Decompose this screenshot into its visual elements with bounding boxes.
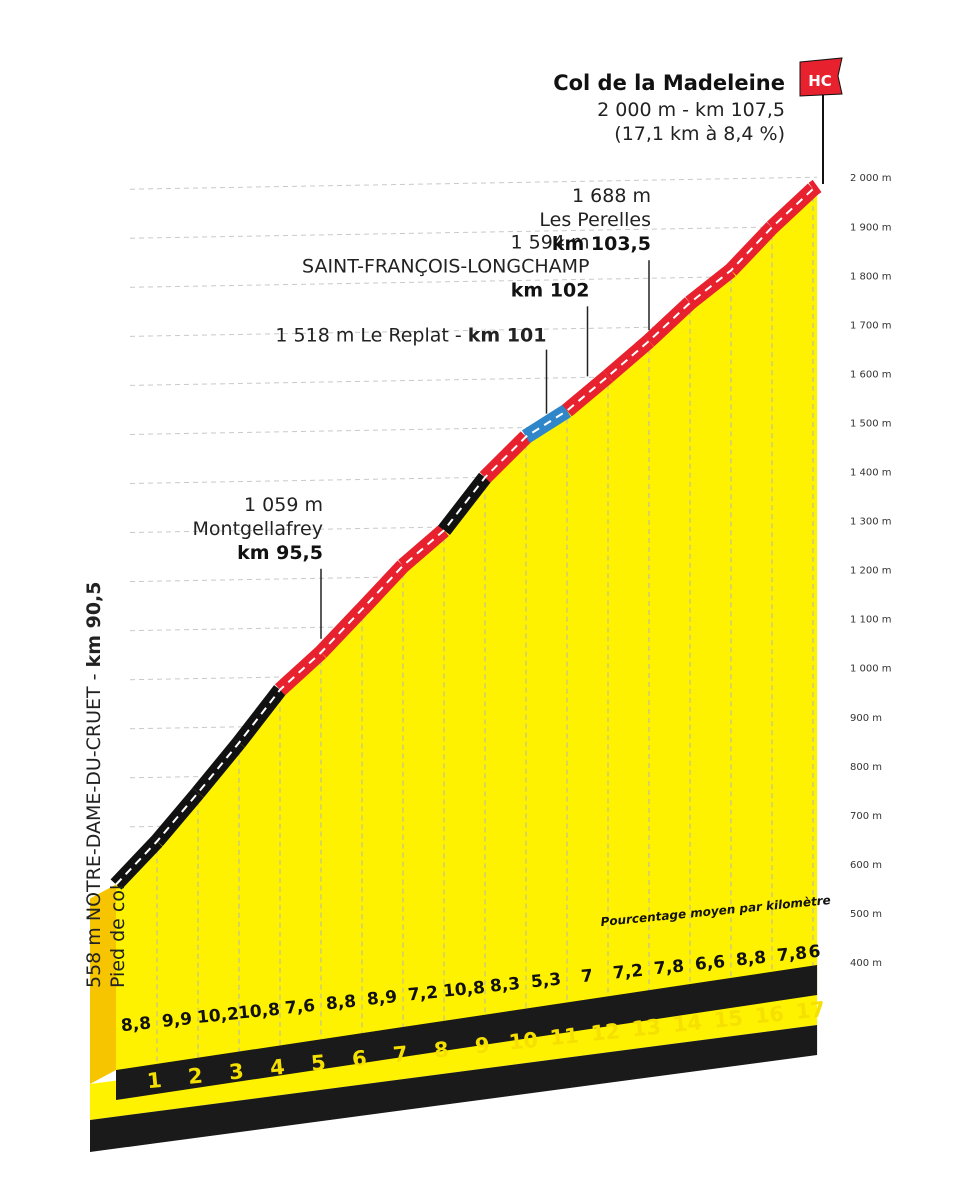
y-tick-label: 1 500 m <box>850 418 892 429</box>
gradient-label: 8,8 <box>735 948 767 971</box>
annotation-text: Les Perelles <box>539 209 651 231</box>
km-label: 3 <box>228 1059 245 1084</box>
gradient-label: 6 <box>808 942 822 963</box>
gradient-label: 7,2 <box>612 961 644 984</box>
summit-altitude-km: 2 000 m - km 107,5 <box>597 99 785 121</box>
annotation-km: km 103,5 <box>552 233 651 255</box>
category-flag: HC <box>799 57 843 184</box>
gridline <box>129 421 818 435</box>
y-tick-label: 1 300 m <box>850 517 892 528</box>
flag-icon <box>799 57 843 97</box>
km-label: 11 <box>549 1023 580 1050</box>
km-label: 9 <box>474 1033 491 1058</box>
gradient-label: 7 <box>580 966 594 987</box>
base-bands <box>90 965 818 1152</box>
gradient-label: 8,9 <box>366 987 398 1010</box>
km-label: 1 <box>146 1068 163 1093</box>
y-tick-label: 600 m <box>850 860 882 871</box>
gridline <box>129 225 818 239</box>
y-tick-label: 800 m <box>850 762 882 773</box>
y-tick-label: 1 200 m <box>850 566 892 577</box>
start-location: 558 m NOTRE-DAME-DU-CRUET - km 90,5 <box>83 582 105 989</box>
annotation-text: 1 059 m <box>244 494 323 516</box>
gradient-band <box>90 991 818 1120</box>
y-tick-label: 1 000 m <box>850 664 892 675</box>
kilometre-lines <box>156 196 814 1066</box>
start-location-text: 558 m NOTRE-DAME-DU-CRUET - <box>83 667 105 988</box>
gradient-label: 10,8 <box>237 1000 281 1024</box>
annotation-text: SAINT-FRANÇOIS-LONGCHAMP <box>302 255 589 277</box>
gridline <box>129 323 818 337</box>
gradient-label: 8,8 <box>325 992 357 1015</box>
y-tick-label: 1 900 m <box>850 222 892 233</box>
y-tick-label: 900 m <box>850 713 882 724</box>
gridline <box>129 372 818 386</box>
start-label: 558 m NOTRE-DAME-DU-CRUET - km 90,5 Pied… <box>83 582 129 989</box>
km-label: 12 <box>590 1019 621 1046</box>
start-km: km 90,5 <box>83 582 105 668</box>
annotation-text: Montgellafrey <box>193 518 323 540</box>
annotation-place: 1 518 m Le Replat - <box>275 325 467 347</box>
summit-label: Col de la Madeleine 2 000 m - km 107,5 (… <box>553 71 785 145</box>
y-tick-label: 1 800 m <box>850 271 892 282</box>
gridline <box>129 471 818 484</box>
category-label: HC <box>808 72 832 90</box>
annotation-km: km 101 <box>468 325 547 347</box>
km-label: 8 <box>433 1037 450 1062</box>
km-label: 15 <box>713 1006 744 1033</box>
y-tick-label: 500 m <box>850 909 882 920</box>
gradient-label: 8,3 <box>489 974 521 997</box>
y-tick-label: 400 m <box>850 958 882 969</box>
km-label: 17 <box>795 997 826 1024</box>
gradient-label: 6,6 <box>694 952 726 975</box>
km-label: 13 <box>631 1015 662 1042</box>
annotation-text: 1 518 m Le Replat - km 101 <box>275 325 546 347</box>
y-tick-label: 1 100 m <box>850 615 892 626</box>
km-label: 16 <box>754 1002 785 1029</box>
profile-side-face <box>90 884 116 1084</box>
summit-name: Col de la Madeleine <box>553 71 785 95</box>
gradient-label: 7,8 <box>776 943 808 966</box>
km-label: 4 <box>269 1055 286 1080</box>
gradient-label: 7,2 <box>407 983 439 1006</box>
gradient-label: 10,8 <box>442 978 486 1002</box>
gradient-label: 7,6 <box>284 996 316 1019</box>
y-axis-labels: 400 m 500 m 600 m 700 m 800 m 900 m 1 000 m 1 1… <box>850 173 892 969</box>
road-segment <box>808 179 822 196</box>
y-tick-label: 1 700 m <box>850 320 892 331</box>
y-tick-label: 1 400 m <box>850 468 892 479</box>
km-label: 14 <box>672 1010 703 1037</box>
annotation-text: 1 688 m <box>572 185 651 207</box>
y-tick-label: 700 m <box>850 811 882 822</box>
annotation-km: km 102 <box>511 279 590 301</box>
start-subtitle: Pied de col <box>107 885 129 988</box>
profile-side <box>90 884 116 1084</box>
y-tick-label: 2 000 m <box>850 173 892 184</box>
road-segments <box>110 179 822 890</box>
km-label: 2 <box>187 1064 204 1089</box>
kilometre-and-gradient-labels: 8,8 9,9 10,210,8 7,6 8,8 8,9 7,2 10,8 8,3 5,3 7 7,2… <box>120 942 826 1094</box>
lower-km-band <box>90 1025 818 1152</box>
annotation-text: 1 594 m <box>511 231 590 253</box>
gradient-label: 7,8 <box>653 956 685 979</box>
km-label: 5 <box>310 1050 327 1075</box>
elevation-area <box>116 186 818 1071</box>
gradient-label: 5,3 <box>530 970 562 993</box>
km-label: 7 <box>392 1042 409 1067</box>
gradient-label: 10,2 <box>196 1004 240 1028</box>
profile-area <box>116 186 818 1071</box>
km-label: 10 <box>508 1028 539 1055</box>
annotation-km: km 95,5 <box>237 542 323 564</box>
gridline <box>129 176 818 190</box>
km-label: 6 <box>351 1046 368 1071</box>
y-tick-label: 1 600 m <box>850 369 892 380</box>
summit-length-gradient: (17,1 km à 8,4 %) <box>614 123 785 145</box>
road-centre-line <box>115 185 818 886</box>
gradient-label: 9,9 <box>161 1009 193 1032</box>
upper-km-band <box>116 965 818 1100</box>
gradient-label: 8,8 <box>120 1013 152 1036</box>
gridline <box>129 274 818 288</box>
